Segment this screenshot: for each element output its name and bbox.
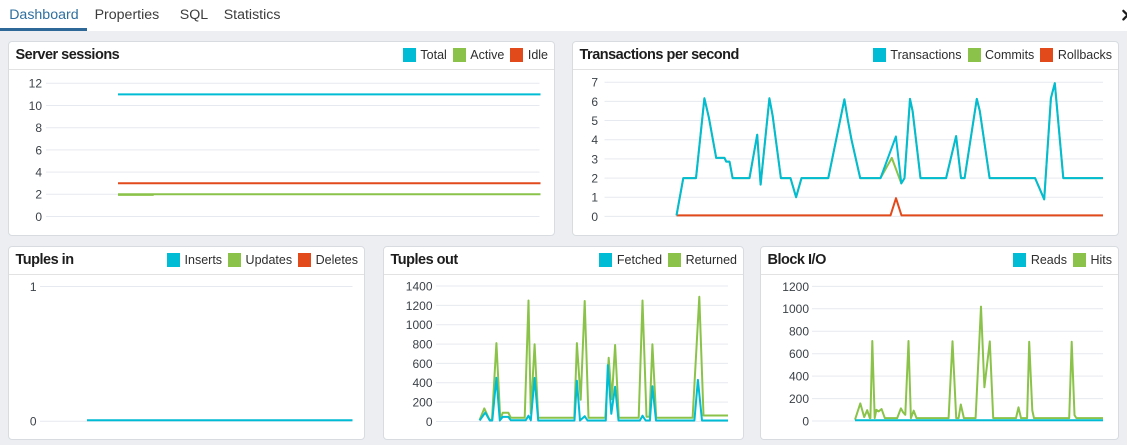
svg-text:600: 600: [789, 347, 809, 361]
svg-text:800: 800: [789, 325, 809, 339]
svg-text:0: 0: [35, 210, 42, 224]
svg-text:4: 4: [591, 133, 598, 147]
svg-text:12: 12: [29, 77, 43, 91]
svg-text:1: 1: [591, 191, 598, 205]
svg-text:600: 600: [412, 357, 432, 371]
svg-text:1200: 1200: [406, 299, 433, 313]
svg-text:200: 200: [412, 396, 432, 410]
svg-text:3: 3: [591, 152, 598, 166]
svg-text:0: 0: [426, 415, 433, 429]
svg-text:8: 8: [35, 121, 42, 135]
svg-text:7: 7: [591, 76, 598, 90]
svg-text:2: 2: [591, 172, 598, 186]
svg-text:400: 400: [412, 376, 432, 390]
svg-text:1000: 1000: [782, 302, 809, 316]
svg-text:0: 0: [591, 210, 598, 224]
svg-text:1200: 1200: [782, 280, 809, 294]
svg-text:1000: 1000: [406, 318, 433, 332]
svg-text:1: 1: [30, 280, 37, 294]
svg-text:400: 400: [789, 370, 809, 384]
svg-text:4: 4: [35, 166, 42, 180]
svg-text:200: 200: [789, 392, 809, 406]
svg-text:0: 0: [30, 415, 37, 429]
svg-text:2: 2: [35, 188, 42, 202]
svg-text:6: 6: [591, 95, 598, 109]
svg-text:1400: 1400: [406, 279, 433, 293]
svg-text:6: 6: [35, 143, 42, 157]
svg-text:800: 800: [412, 338, 432, 352]
svg-text:5: 5: [591, 114, 598, 128]
svg-text:0: 0: [802, 414, 809, 428]
svg-text:10: 10: [29, 99, 43, 113]
